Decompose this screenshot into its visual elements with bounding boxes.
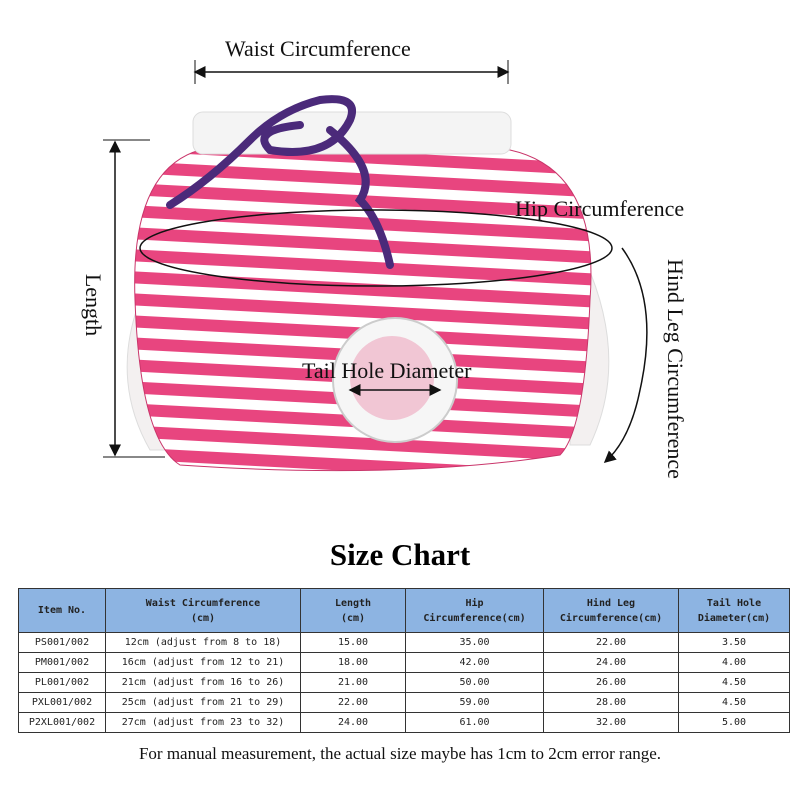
table-cell: 24.00 [543, 652, 679, 673]
column-header: Tail Hole Diameter(cm) [678, 588, 790, 633]
table-row: P2XL001/002 27cm (adjust from 23 to 32) 24… [18, 712, 790, 733]
tail-hole-diameter-label: Tail Hole Diameter [302, 358, 472, 383]
table-cell: 22.00 [300, 692, 406, 713]
table-cell: 27cm (adjust from 23 to 32) [105, 712, 301, 733]
column-header-text: Item No. [37, 605, 87, 616]
hip-circumference-label: Hip Circumference [515, 196, 685, 221]
table-cell: 18.00 [300, 652, 406, 673]
table-cell: 59.00 [405, 692, 544, 713]
table-cell: 25cm (adjust from 21 to 29) [105, 692, 301, 713]
table-cell: 5.00 [678, 712, 790, 733]
table-row: PS001/002 12cm (adjust from 8 to 18) 15.00… [18, 632, 790, 653]
size-chart-title: Size Chart [329, 537, 471, 572]
column-header-text: (cm) [340, 612, 366, 624]
length-label: Length [81, 273, 107, 337]
size-chart-table: Item No. Waist Circumference (cm) Length (cm… [18, 588, 790, 733]
table-cell: 16cm (adjust from 12 to 21) [105, 652, 301, 673]
hind-leg-circumference-label: Hind Leg Circumference [662, 259, 688, 479]
table-cell: 4.50 [678, 672, 790, 693]
column-header-text: Hind Leg [586, 597, 636, 609]
table-cell: 21.00 [300, 672, 406, 693]
table-cell: 22.00 [543, 632, 679, 653]
table-cell: 3.50 [678, 632, 790, 653]
column-header-text: (cm) [190, 612, 216, 624]
column-header: Hind Leg Circumference(cm) [543, 588, 679, 633]
table-cell: 61.00 [405, 712, 544, 733]
table-row: PXL001/002 25cm (adjust from 21 to 29) 22.… [18, 692, 790, 713]
column-header: Length (cm) [300, 588, 406, 633]
table-header-row: Item No. Waist Circumference (cm) Length (cm… [18, 588, 790, 633]
table-cell: PXL001/002 [18, 692, 106, 713]
table-cell: P2XL001/002 [18, 712, 106, 733]
column-header-text: Circumference(cm) [559, 612, 663, 624]
waist-circumference-label: Waist Circumference [225, 36, 411, 61]
column-header-text: Tail Hole [706, 597, 762, 609]
column-header-text: Diameter(cm) [697, 612, 771, 624]
table-cell: 35.00 [405, 632, 544, 653]
measurement-note: For manual measurement, the actual size … [138, 744, 662, 763]
product-image-dog-diaper [103, 60, 648, 472]
table-cell: PS001/002 [18, 632, 106, 653]
table-cell: 26.00 [543, 672, 679, 693]
table-row: PL001/002 21cm (adjust from 16 to 26) 21.0… [18, 672, 790, 693]
table-cell: 28.00 [543, 692, 679, 713]
column-header-text: Length [334, 597, 372, 609]
column-header: Waist Circumference (cm) [105, 588, 301, 633]
column-header-text: Hip [465, 597, 484, 609]
table-cell: PL001/002 [18, 672, 106, 693]
table-cell: 24.00 [300, 712, 406, 733]
table-cell: 50.00 [405, 672, 544, 693]
table-cell: PM001/002 [18, 652, 106, 673]
column-header-text: Waist Circumference [145, 597, 261, 609]
table-cell: 21cm (adjust from 16 to 26) [105, 672, 301, 693]
column-header: Item No. [18, 588, 106, 633]
table-cell: 12cm (adjust from 8 to 18) [105, 632, 301, 653]
table-cell: 4.50 [678, 692, 790, 713]
column-header: Hip Circumference(cm) [405, 588, 544, 633]
table-row: PM001/002 16cm (adjust from 12 to 21) 18.0… [18, 652, 790, 673]
column-header-text: Circumference(cm) [423, 612, 526, 624]
table-cell: 4.00 [678, 652, 790, 673]
table-cell: 15.00 [300, 632, 406, 653]
table-cell: 42.00 [405, 652, 544, 673]
table-cell: 32.00 [543, 712, 679, 733]
